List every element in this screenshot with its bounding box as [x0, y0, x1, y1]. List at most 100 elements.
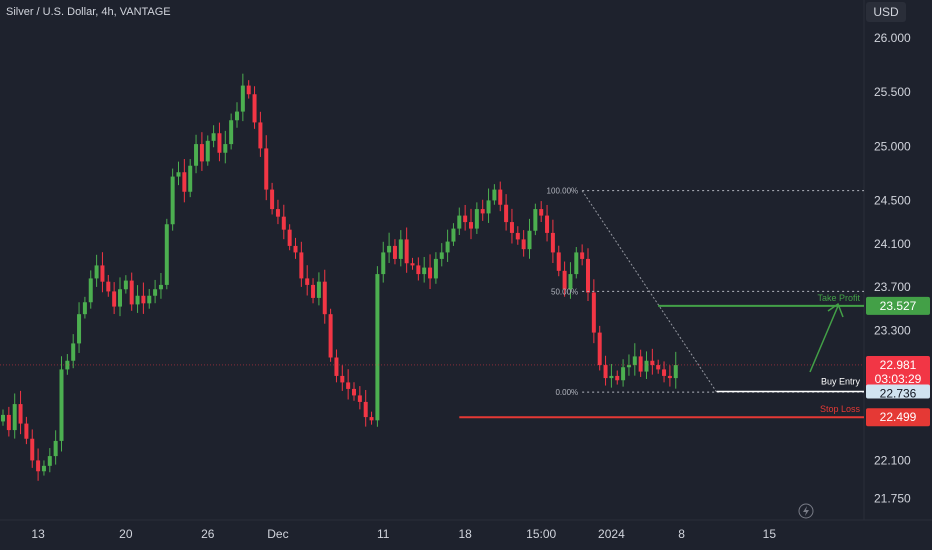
candle-body — [615, 375, 620, 381]
candle-body — [199, 144, 204, 162]
candle-body — [457, 215, 462, 229]
candle-body — [59, 369, 64, 441]
candle-body — [88, 278, 93, 303]
candle-body — [235, 111, 239, 121]
candle-body — [346, 382, 351, 389]
candle-body — [252, 94, 257, 123]
candle-body — [509, 222, 514, 233]
candle-body — [416, 265, 421, 275]
candle-body — [673, 365, 678, 379]
candle-body — [632, 356, 637, 366]
candle-body — [480, 209, 485, 214]
candle-body — [270, 189, 275, 210]
candle-body — [539, 209, 544, 216]
currency-button-bg[interactable] — [866, 2, 906, 22]
time-tick-label: 2024 — [598, 527, 625, 541]
candle-body — [293, 245, 298, 253]
candle-body — [445, 241, 450, 253]
buy-entry-label: Buy Entry — [821, 377, 861, 387]
candle-body — [340, 375, 345, 383]
candle-body — [527, 230, 532, 250]
candle-body — [158, 284, 163, 290]
time-tick-label: 13 — [31, 527, 45, 541]
candle-body — [24, 423, 29, 439]
candle-body — [626, 365, 631, 368]
candle-body — [410, 263, 415, 266]
candle-body — [18, 404, 23, 424]
candle-body — [258, 122, 263, 149]
currency-button[interactable]: USD — [873, 5, 899, 19]
candle-body — [264, 148, 269, 190]
candle-body — [439, 252, 444, 259]
candle-body — [562, 270, 567, 290]
candle-body — [667, 375, 672, 379]
candle-body — [223, 144, 228, 153]
lightning-icon[interactable] — [798, 503, 814, 519]
candle-body — [164, 224, 169, 285]
fib-level-label: 50.00% — [551, 287, 578, 296]
price-tick-label: 21.750 — [874, 491, 911, 505]
candle-body — [521, 239, 526, 250]
candle-body — [299, 252, 304, 279]
candle-body — [1, 414, 5, 422]
candle-body — [36, 460, 41, 472]
candle-body — [129, 280, 134, 305]
candle-body — [357, 395, 362, 402]
fib-level-label: 100.00% — [547, 187, 579, 196]
candle-body — [118, 289, 122, 307]
time-tick-label: 15:00 — [526, 527, 556, 541]
candle-body — [504, 204, 509, 223]
candle-body — [650, 360, 655, 366]
candle-body — [82, 302, 87, 315]
price-axis[interactable]: 26.000 25.500 25.000 24.500 24.100 23.700 23.3… — [874, 31, 911, 505]
candle-body — [30, 438, 35, 461]
symbol-title: Silver / U.S. Dollar, 4h, VANTAGE — [6, 6, 171, 18]
candle-body — [188, 165, 193, 192]
price-label-text: 22.499 — [880, 410, 917, 424]
candle-body — [398, 239, 403, 259]
time-tick-label: 15 — [763, 527, 777, 541]
candle-body — [369, 417, 374, 421]
candle-body — [217, 133, 222, 153]
candle-body — [656, 365, 661, 370]
time-axis[interactable]: 13 20 26 Dec 11 18 15:00 2024 8 15 — [31, 527, 776, 541]
take-profit-label: Take Profit — [817, 293, 860, 303]
candle-body — [533, 209, 538, 231]
candle-body — [556, 252, 561, 271]
trade-levels-group: Take Profit Buy Entry Stop Loss — [0, 293, 864, 419]
fib-level-label: 0.00% — [555, 388, 578, 397]
candle-body — [486, 200, 491, 214]
candle-body — [77, 314, 82, 344]
candle-body — [404, 239, 409, 264]
candle-body — [194, 144, 199, 166]
candle-body — [492, 189, 497, 201]
price-tick-label: 24.100 — [874, 237, 911, 251]
projection-arrow — [809, 305, 839, 373]
candle-body — [580, 252, 585, 259]
candle-body — [100, 265, 105, 282]
price-label-box — [866, 355, 930, 388]
price-tick-label: 23.300 — [874, 323, 911, 337]
time-tick-label: 26 — [201, 527, 215, 541]
candle-body — [41, 465, 46, 472]
candle-body — [287, 229, 292, 246]
candle-body — [6, 414, 11, 431]
candle-body — [135, 295, 140, 305]
candle-body — [621, 367, 626, 381]
price-tick-label: 23.700 — [874, 280, 911, 294]
candle-body — [381, 252, 386, 275]
price-label-box — [866, 408, 930, 427]
candle-body — [392, 245, 397, 259]
candle-body — [428, 267, 433, 279]
candle-body — [53, 440, 58, 457]
price-tick-label: 22.100 — [874, 453, 911, 467]
price-label-text: 23.527 — [880, 299, 917, 313]
price-tick-label: 24.500 — [874, 193, 911, 207]
candle-body — [603, 365, 608, 379]
candle-body — [106, 281, 111, 292]
candle-body — [515, 232, 520, 240]
candle-body — [433, 258, 438, 279]
candle-body — [147, 295, 152, 304]
